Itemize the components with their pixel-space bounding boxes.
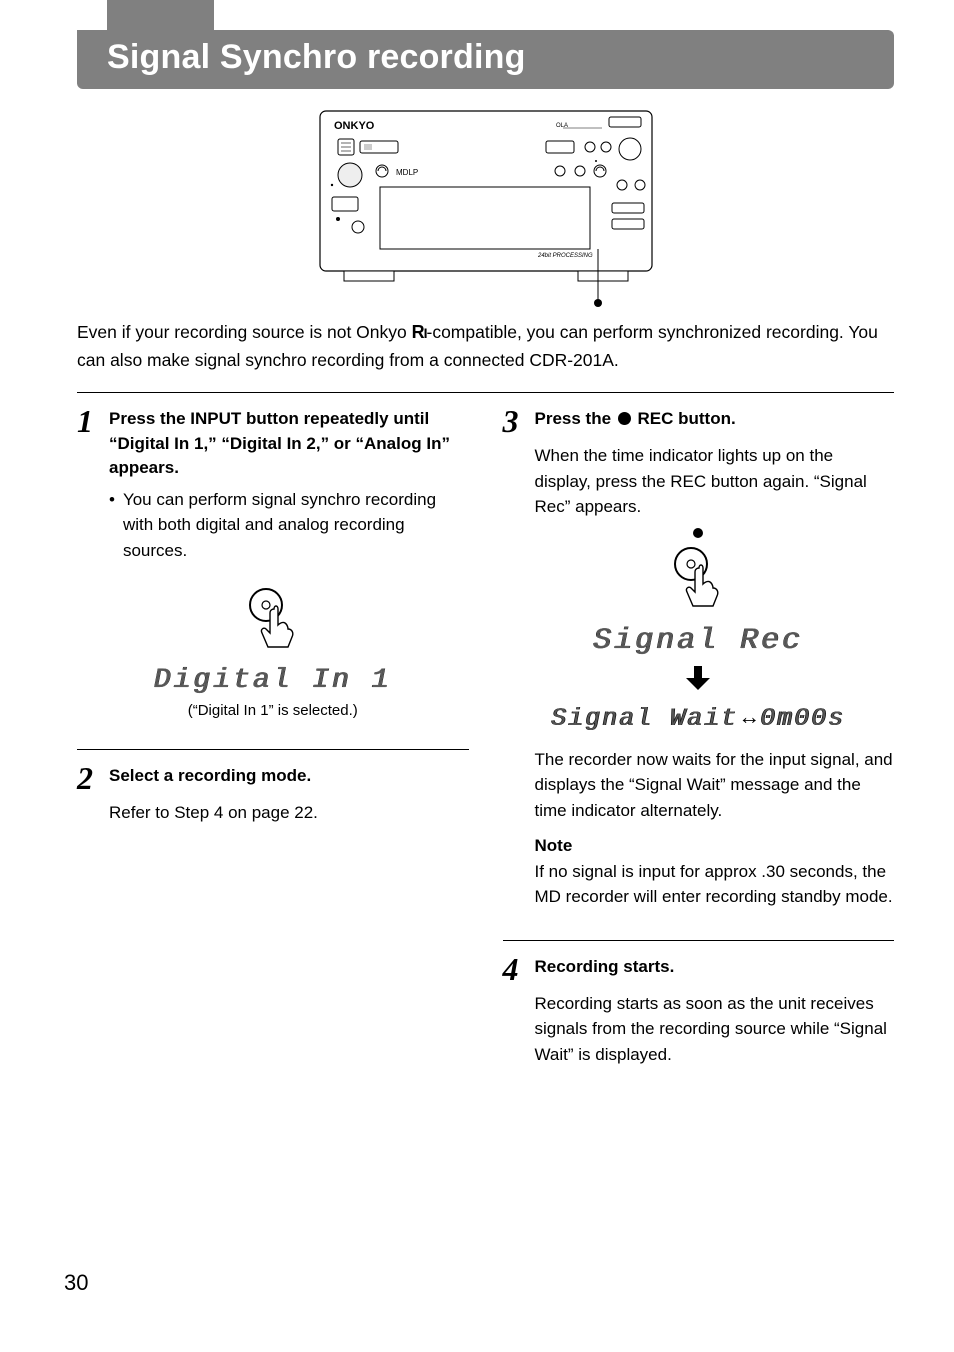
step-number: 4 <box>503 953 525 985</box>
step-3-title: Press the REC button. <box>535 407 736 432</box>
page-number: 30 <box>64 1270 88 1296</box>
step-2-body: Refer to Step 4 on page 22. <box>109 800 469 826</box>
step-3-body1: When the time indicator lights up on the… <box>535 443 895 520</box>
step-number: 3 <box>503 405 525 437</box>
step-4-title: Recording starts. <box>535 955 675 980</box>
hand-press-icon <box>503 544 895 610</box>
display-signal-wait: Signal Wait ↔ 0m00s <box>503 704 895 733</box>
step-3: 3 Press the REC button. When the time in… <box>503 407 895 910</box>
signal-wait-right: 0m00s <box>760 704 845 733</box>
left-right-arrow-icon: ↔ <box>738 704 760 730</box>
step-1-title: Press the INPUT button repeatedly until … <box>109 407 469 481</box>
note-heading: Note <box>535 833 895 859</box>
bullet-icon: • <box>109 487 115 564</box>
step-2: 2 Select a recording mode. Refer to Step… <box>77 764 469 826</box>
signal-wait-left: Signal Wait <box>551 704 738 733</box>
intro-before: Even if your recording source is not Onk… <box>77 322 412 342</box>
display-caption: (“Digital In 1” is selected.) <box>77 702 469 719</box>
step-4: 4 Recording starts. Recording starts as … <box>503 955 895 1068</box>
onkyo-device-svg: ONKYO OLA MDLP <box>316 107 656 307</box>
rec-icon <box>618 412 631 425</box>
note-body: If no signal is input for approx .30 sec… <box>535 859 895 910</box>
two-column-steps: 1 Press the INPUT button repeatedly unti… <box>77 392 894 1091</box>
proc-label: 24bit PROCESSING <box>537 253 593 259</box>
step-number: 2 <box>77 762 99 794</box>
step-3-body2: The recorder now waits for the input sig… <box>535 747 895 824</box>
page-title: Signal Synchro recording <box>107 38 864 77</box>
step-1-bullet-text: You can perform signal synchro recording… <box>123 487 469 564</box>
step-1: 1 Press the INPUT button repeatedly unti… <box>77 407 469 719</box>
step-1-bullet: • You can perform signal synchro recordi… <box>109 487 469 564</box>
step-number: 1 <box>77 405 99 437</box>
display-digital-in: Digital In 1 <box>77 665 469 696</box>
step-2-title: Select a recording mode. <box>109 764 311 789</box>
step-4-body: Recording starts as soon as the unit rec… <box>535 991 895 1068</box>
step-3-title-before: Press the <box>535 409 616 428</box>
intro-paragraph: Even if your recording source is not Onk… <box>77 319 894 374</box>
hand-press-icon <box>77 585 469 651</box>
down-arrow-icon <box>503 664 895 698</box>
brand-label: ONKYO <box>334 120 375 132</box>
divider <box>77 749 469 750</box>
mdlp-label: MDLP <box>396 168 418 177</box>
page-title-bar: Signal Synchro recording <box>77 30 894 89</box>
right-column: 3 Press the REC button. When the time in… <box>503 407 895 1091</box>
display-signal-rec: Signal Rec <box>503 624 895 658</box>
header-tab-decoration <box>107 0 214 30</box>
device-illustration: ONKYO OLA MDLP <box>77 107 894 307</box>
step-3-title-after: REC button. <box>633 409 736 428</box>
ri-mark: RI <box>412 322 427 342</box>
rec-dot-figure <box>503 524 895 542</box>
left-column: 1 Press the INPUT button repeatedly unti… <box>77 407 469 1091</box>
divider <box>503 940 895 941</box>
